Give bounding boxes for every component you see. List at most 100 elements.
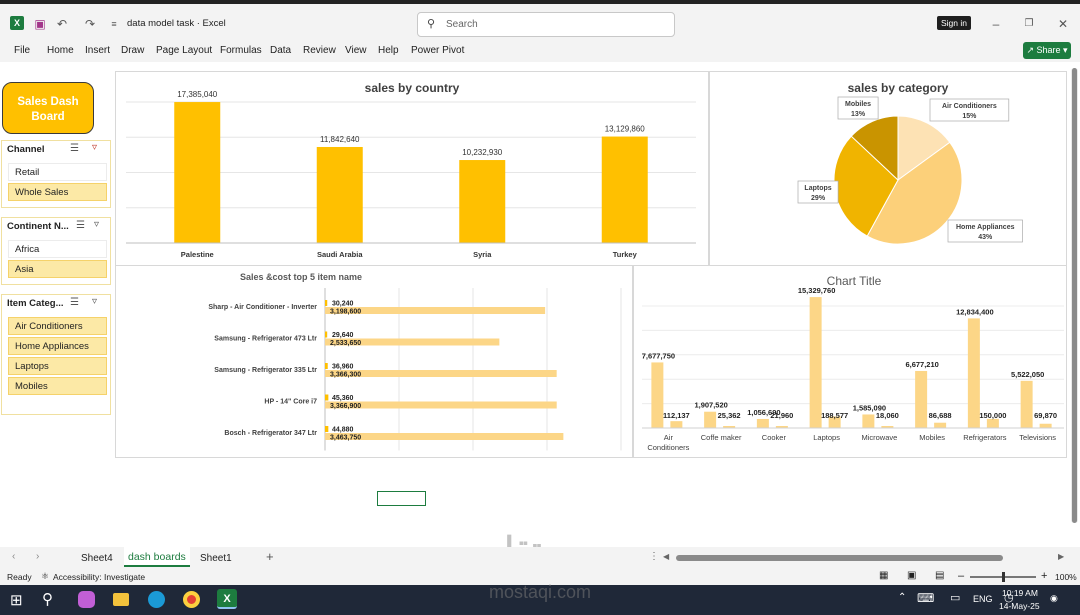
minimize-icon[interactable]: – [992, 17, 1000, 31]
watermark-latin: mostaqi.com [488, 582, 592, 602]
share-button[interactable]: ↗ Share ▾ [1023, 42, 1071, 59]
clear-filter-icon[interactable]: ▿ [92, 142, 98, 153]
add-sheet-icon[interactable]: + [266, 549, 274, 564]
tick-label: Samsung - Refrigerator 473 Ltr [214, 336, 317, 343]
slicer-item-asia[interactable]: Asia [8, 260, 107, 278]
data-label: 6,677,210 [905, 360, 938, 369]
network-icon[interactable]: ◷ [1004, 592, 1014, 604]
scroll-right-icon[interactable]: ▶ [1058, 552, 1065, 561]
slicer-item-retail[interactable]: Retail [8, 163, 107, 181]
data-label: 17,385,040 [177, 90, 218, 99]
tablet-icon[interactable]: ▭ [950, 592, 961, 604]
data-label-sales: 3,198,600 [330, 309, 361, 316]
tab-insert[interactable]: Insert [85, 45, 111, 56]
zoom-level[interactable]: 100% [1055, 572, 1077, 582]
sign-in-button[interactable]: Sign in [937, 16, 971, 30]
tab-file[interactable]: File [14, 45, 31, 56]
vertical-scroll-thumb[interactable] [1072, 68, 1077, 523]
page-break-view-icon[interactable]: ▤ [935, 570, 945, 581]
multi-select-icon[interactable]: ☰ [76, 220, 85, 231]
zoom-out-icon[interactable]: – [958, 570, 965, 582]
data-label-value: 43% [978, 234, 993, 241]
tab-help[interactable]: Help [378, 45, 399, 56]
slicer-item-mobiles[interactable]: Mobiles [8, 377, 107, 395]
save-icon[interactable]: ▣ [34, 17, 46, 31]
multi-select-icon[interactable]: ☰ [70, 143, 79, 154]
chart-sales-by-category[interactable]: sales by category Air Conditioners 15% Home… [709, 71, 1067, 267]
customize-toolbar-icon[interactable]: ≡ [111, 19, 117, 29]
data-label: 13,129,860 [605, 125, 646, 134]
vertical-scrollbar[interactable] [1071, 68, 1078, 523]
search-input[interactable]: ⚲ Search [417, 12, 675, 37]
zoom-slider[interactable] [970, 572, 1036, 582]
tab-page-layout[interactable]: Page Layout [156, 45, 213, 56]
accessibility-status[interactable]: Accessibility: Investigate [53, 572, 146, 582]
sheet-tab-sheet4[interactable]: Sheet4 [81, 553, 113, 564]
dashboard-title-box[interactable]: Sales Dash Board [2, 82, 94, 134]
active-cell[interactable] [377, 491, 426, 506]
tab-data[interactable]: Data [270, 45, 292, 56]
clock-date[interactable]: 14-May-25 [999, 601, 1040, 611]
zoom-in-icon[interactable]: + [1041, 570, 1048, 582]
slicer-item-air-conditioners[interactable]: Air Conditioners [8, 317, 107, 335]
redo-icon[interactable]: ↷ [84, 17, 96, 31]
horizontal-scrollbar[interactable] [676, 555, 1003, 561]
clear-filter-icon[interactable]: ▿ [94, 219, 100, 230]
tick-label: HP - 14" Core i7 [264, 399, 317, 406]
chart-title: sales by country [365, 81, 460, 95]
tray-chevron-icon[interactable]: ⌃ [898, 592, 907, 603]
tick-label: Palestine [181, 250, 214, 259]
chrome-icon[interactable] [183, 591, 200, 608]
bar-cost [325, 363, 328, 369]
chart-title: Chart Title [827, 274, 882, 288]
chart-item-categories[interactable]: Chart Title 7,677,750 112,137 Air Conditione… [633, 265, 1067, 458]
data-label: 69,870 [1034, 411, 1057, 420]
tab-home[interactable]: Home [47, 45, 74, 56]
windows-start-icon[interactable]: ⊞ [10, 592, 23, 609]
excel-taskbar-icon[interactable]: X [217, 589, 237, 609]
search-icon[interactable]: ⚲ [42, 591, 53, 608]
chart-sales-by-country[interactable]: sales by country 17,385,040 Palestine 11,84… [115, 71, 709, 267]
bar-series-1 [704, 411, 717, 428]
scroll-left-icon[interactable]: ◀ [663, 552, 670, 561]
edge-icon[interactable] [148, 591, 165, 608]
sheet-tab-dash-boards[interactable]: dash boards [124, 547, 190, 567]
data-label-value: 15% [962, 113, 977, 120]
clock-time[interactable]: 10:19 AM [1002, 588, 1038, 598]
notification-icon[interactable]: ◉ [1050, 593, 1058, 603]
tab-draw[interactable]: Draw [121, 45, 145, 56]
data-label: 188,577 [821, 411, 848, 420]
sheet-tab-sheet1[interactable]: Sheet1 [200, 553, 232, 564]
tab-review[interactable]: Review [303, 45, 336, 56]
bar-sales [325, 433, 564, 440]
normal-view-icon[interactable]: ▦ [879, 570, 889, 581]
tab-view[interactable]: View [345, 45, 367, 56]
close-icon[interactable]: ✕ [1057, 17, 1069, 31]
slicer-item-laptops[interactable]: Laptops [8, 357, 107, 375]
file-explorer-icon[interactable] [113, 593, 129, 606]
more-options-icon[interactable]: ⋮ [649, 551, 659, 562]
slicer-item-africa[interactable]: Africa [8, 240, 107, 258]
clear-filter-icon[interactable]: ▿ [92, 296, 98, 307]
data-label-name: Mobiles [845, 101, 871, 108]
next-sheet-icon[interactable]: › [36, 551, 40, 562]
input-language[interactable]: ENG [973, 594, 993, 604]
slicer-item-home-appliances[interactable]: Home Appliances [8, 337, 107, 355]
tab-power-pivot[interactable]: Power Pivot [411, 45, 465, 56]
undo-icon[interactable]: ↶ [56, 17, 68, 31]
keyboard-icon[interactable]: ⌨ [917, 591, 935, 605]
restore-icon[interactable]: ❐ [1024, 18, 1034, 29]
chart-top5-items[interactable]: Sales &cost top 5 item name Sharp - Air C… [115, 265, 633, 458]
copilot-icon[interactable] [78, 591, 95, 608]
slicer-item-category: Item Categ... ☰ ▿ Air Conditioners Home … [1, 294, 111, 415]
page-layout-view-icon[interactable]: ▣ [907, 570, 917, 581]
accessibility-icon: ⚛ [41, 571, 50, 581]
tab-formulas[interactable]: Formulas [220, 45, 262, 56]
prev-sheet-icon[interactable]: ‹ [12, 551, 16, 562]
slicer-item-whole-sales[interactable]: Whole Sales [8, 183, 107, 201]
excel-logo-icon: X [10, 16, 24, 30]
data-label-box [947, 219, 1023, 243]
zoom-slider-thumb[interactable] [1002, 572, 1005, 582]
multi-select-icon[interactable]: ☰ [70, 297, 79, 308]
data-label: 1,056,690 [747, 408, 780, 417]
